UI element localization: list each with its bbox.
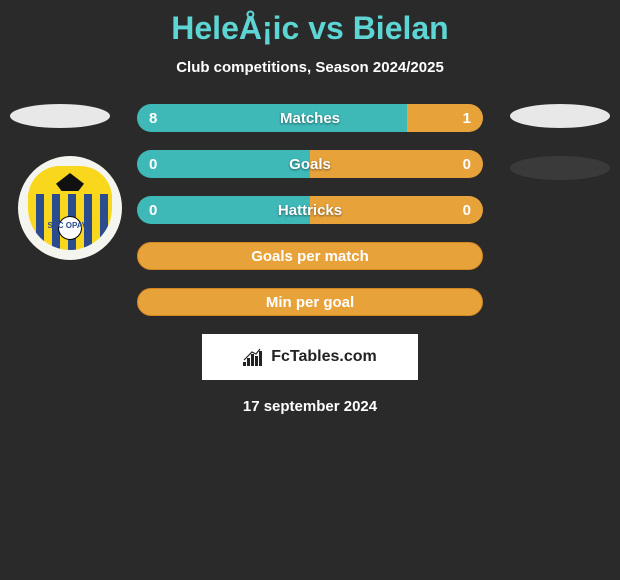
bar-right-value: 1 <box>463 110 471 127</box>
badge-graphic: SFC OPAVA <box>28 166 112 250</box>
right-player-oval <box>510 104 610 128</box>
page-title: HeleÅ¡ic vs Bielan <box>0 0 620 47</box>
bar-label: Hattricks <box>278 202 342 219</box>
stat-bar-simple: Goals per match <box>137 242 483 270</box>
bar-right-value: 0 <box>463 202 471 219</box>
stat-bar: 8 1 Matches <box>137 104 483 132</box>
stat-bar: 0 0 Hattricks <box>137 196 483 224</box>
left-player-badge: SFC OPAVA <box>18 156 122 260</box>
comparison-area: SFC OPAVA 8 1 Matches 0 0 Goals 0 0 Hattricks Goa… <box>0 104 620 415</box>
bar-right-fill <box>310 150 483 178</box>
fctables-attribution: FcTables.com <box>202 334 418 380</box>
date-text: 17 september 2024 <box>0 398 620 415</box>
bar-label: Matches <box>280 110 340 127</box>
right-player-oval2 <box>510 156 610 180</box>
stat-bars: 8 1 Matches 0 0 Goals 0 0 Hattricks Goals per mat… <box>137 104 483 316</box>
bar-left-value: 0 <box>149 202 157 219</box>
badge-text: SFC OPAVA <box>28 221 112 230</box>
eagle-icon <box>56 173 84 191</box>
bar-label: Goals <box>289 156 331 173</box>
subtitle: Club competitions, Season 2024/2025 <box>0 59 620 76</box>
bar-left-fill <box>137 150 310 178</box>
fctables-text: FcTables.com <box>271 348 377 366</box>
bar-right-value: 0 <box>463 156 471 173</box>
bar-left-fill <box>137 104 407 132</box>
stat-bar-simple: Min per goal <box>137 288 483 316</box>
bar-left-value: 8 <box>149 110 157 127</box>
left-player-oval <box>10 104 110 128</box>
fctables-icon <box>243 348 265 366</box>
bar-left-value: 0 <box>149 156 157 173</box>
bar-right-fill <box>407 104 483 132</box>
stat-bar: 0 0 Goals <box>137 150 483 178</box>
